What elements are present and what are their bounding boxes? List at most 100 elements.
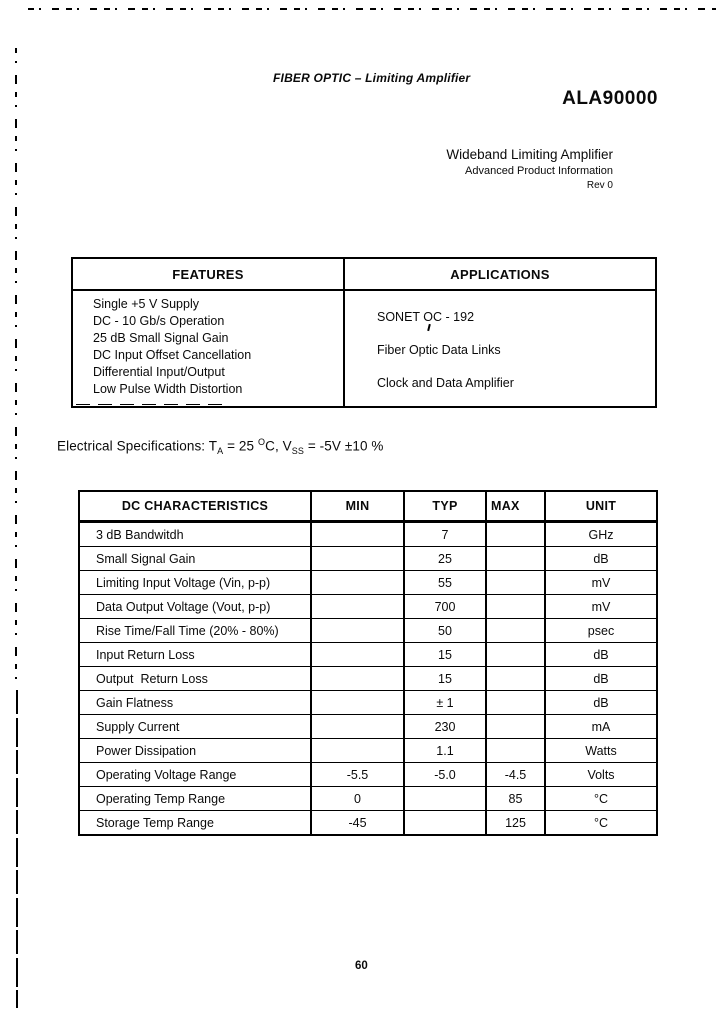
min-value: [310, 714, 405, 739]
min-value: [310, 521, 405, 547]
application-item: Clock and Data Amplifier: [377, 376, 514, 390]
scan-artifact-left-line-upper: [15, 48, 17, 690]
spec-text: Electrical Specifications: T: [57, 438, 218, 454]
max-value: [485, 666, 546, 691]
max-value: [485, 738, 546, 763]
unit-value: °C: [544, 786, 658, 811]
row-label: Operating Temp Range: [78, 786, 312, 811]
min-value: [310, 690, 405, 715]
row-label: Output Return Loss: [78, 666, 312, 691]
typ-value: -5.0: [403, 762, 487, 787]
typ-value: 7: [403, 521, 487, 547]
scan-artifact-table-bottom-line: [76, 404, 226, 405]
typ-value: 1.1: [403, 738, 487, 763]
doc-header-title: FIBER OPTIC – Limiting Amplifier: [273, 71, 471, 85]
features-applications-body: Single +5 V Supply DC - 10 Gb/s Operatio…: [73, 291, 655, 406]
application-item: SONET OC - 192: [377, 310, 475, 324]
typ-value: 15: [403, 666, 487, 691]
spec-text: = -5V ±10 %: [303, 438, 384, 454]
max-value: [485, 618, 546, 643]
table-row: Input Return Loss 15 dB: [78, 642, 658, 667]
typ-value: 50: [403, 618, 487, 643]
application-item: Fiber Optic Data Links: [377, 343, 501, 357]
typ-value: [403, 786, 487, 811]
min-value: [310, 666, 405, 691]
row-label: Supply Current: [78, 714, 312, 739]
typ-value: [403, 810, 487, 836]
min-value: [310, 570, 405, 595]
spec-subscript-a: A: [217, 446, 224, 457]
features-applications-table: FEATURES APPLICATIONS Single +5 V Supply…: [71, 257, 657, 408]
min-value: [310, 642, 405, 667]
typ-value: ± 1: [403, 690, 487, 715]
feature-item: Low Pulse Width Distortion: [93, 382, 243, 396]
min-header: MIN: [310, 490, 405, 523]
max-value: 85: [485, 786, 546, 811]
page-number: 60: [355, 960, 368, 972]
table-row: Power Dissipation 1.1 Watts: [78, 738, 658, 763]
table-row: Data Output Voltage (Vout, p-p) 700 mV: [78, 594, 658, 619]
min-value: [310, 738, 405, 763]
scan-artifact-top-line: [28, 8, 716, 10]
dc-characteristics-table: DC CHARACTERISTICS MIN TYP MAX UNIT 3 dB…: [78, 490, 658, 836]
typ-value: 15: [403, 642, 487, 667]
unit-header: UNIT: [544, 490, 658, 523]
unit-value: mV: [544, 570, 658, 595]
dc-table-header-row: DC CHARACTERISTICS MIN TYP MAX UNIT: [78, 490, 658, 523]
row-label: Power Dissipation: [78, 738, 312, 763]
row-label: 3 dB Bandwitdh: [78, 521, 312, 547]
min-value: -45: [310, 810, 405, 836]
unit-value: °C: [544, 810, 658, 836]
table-row: 3 dB Bandwitdh 7 GHz: [78, 521, 658, 547]
applications-header: APPLICATIONS: [450, 266, 550, 282]
max-value: [485, 642, 546, 667]
row-label: Rise Time/Fall Time (20% - 80%): [78, 618, 312, 643]
spec-text: C, V: [265, 438, 292, 454]
product-info-line: Advanced Product Information: [465, 165, 613, 177]
electrical-spec-line: Electrical Specifications: TA = 25 OC, V…: [57, 437, 384, 456]
max-value: [485, 546, 546, 571]
row-label: Operating Voltage Range: [78, 762, 312, 787]
typ-value: 700: [403, 594, 487, 619]
unit-value: Watts: [544, 738, 658, 763]
row-label: Limiting Input Voltage (Vin, p-p): [78, 570, 312, 595]
max-value: [485, 594, 546, 619]
typ-header: TYP: [403, 490, 487, 523]
unit-value: Volts: [544, 762, 658, 787]
spec-text: = 25: [223, 438, 258, 454]
spec-degree-symbol: O: [258, 437, 266, 447]
row-label: Data Output Voltage (Vout, p-p): [78, 594, 312, 619]
row-label: Small Signal Gain: [78, 546, 312, 571]
min-value: 0: [310, 786, 405, 811]
min-value: [310, 594, 405, 619]
table-row: Limiting Input Voltage (Vin, p-p) 55 mV: [78, 570, 658, 595]
part-number: ALA90000: [562, 88, 658, 109]
unit-value: mA: [544, 714, 658, 739]
applications-list: SONET OC - 192 Fiber Optic Data Links Cl…: [345, 291, 655, 406]
max-value: [485, 714, 546, 739]
features-header: FEATURES: [73, 259, 345, 289]
min-value: -5.5: [310, 762, 405, 787]
revision-label: Rev 0: [586, 180, 613, 191]
table-row: Operating Temp Range 0 85 °C: [78, 786, 658, 811]
max-value: -4.5: [485, 762, 546, 787]
product-subtitle: Wideband Limiting Amplifier: [446, 147, 613, 162]
spec-subscript-ss: SS: [291, 446, 304, 457]
table-row: Operating Voltage Range -5.5 -5.0 -4.5 V…: [78, 762, 658, 787]
typ-value: 25: [403, 546, 487, 571]
feature-item: Differential Input/Output: [93, 365, 225, 379]
unit-value: psec: [544, 618, 658, 643]
unit-value: dB: [544, 666, 658, 691]
feature-item: DC Input Offset Cancellation: [93, 348, 252, 362]
feature-item: Single +5 V Supply: [93, 297, 199, 311]
table-row: Storage Temp Range -45 125 °C: [78, 810, 658, 836]
table-row: Small Signal Gain 25 dB: [78, 546, 658, 571]
typ-value: 230: [403, 714, 487, 739]
feature-item: 25 dB Small Signal Gain: [93, 331, 229, 345]
features-list: Single +5 V Supply DC - 10 Gb/s Operatio…: [73, 291, 345, 406]
unit-value: GHz: [544, 521, 658, 547]
table-row: Rise Time/Fall Time (20% - 80%) 50 psec: [78, 618, 658, 643]
max-value: 125: [485, 810, 546, 836]
row-label: Storage Temp Range: [78, 810, 312, 836]
table-row: Output Return Loss 15 dB: [78, 666, 658, 691]
